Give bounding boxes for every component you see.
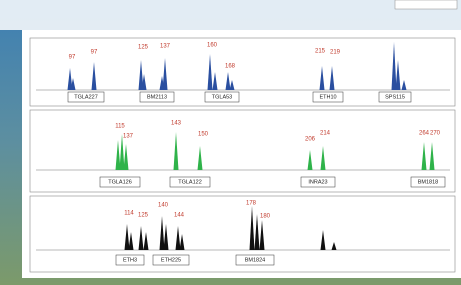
peak-label: 160 <box>207 43 218 49</box>
marker-label: ETH3 <box>123 257 137 263</box>
top-band <box>0 0 461 30</box>
peak-label: 137 <box>160 44 171 50</box>
peak-label: 178 <box>246 201 257 207</box>
peak-label: 180 <box>260 214 271 220</box>
marker-label: BM2113 <box>147 94 167 100</box>
marker-label: TGLA126 <box>108 179 132 185</box>
peak-label: 214 <box>320 131 331 137</box>
marker-label: TGLA122 <box>178 179 202 185</box>
marker-label: ETH10 <box>319 94 336 100</box>
marker-label: TGLA227 <box>74 94 98 100</box>
marker-label: BM1824 <box>245 257 266 263</box>
marker-label: INRA23 <box>308 179 327 185</box>
peak-label: 144 <box>174 213 185 219</box>
peak-label: 125 <box>138 213 149 219</box>
peak-label: 137 <box>123 134 134 140</box>
peak-label: 125 <box>138 45 149 51</box>
marker-label: SPS115 <box>385 94 405 100</box>
peak-label: 97 <box>91 50 98 56</box>
peak-label: 140 <box>158 203 169 209</box>
marker-label: ETH225 <box>161 257 181 263</box>
marker-label: BM1818 <box>418 179 439 185</box>
peak-label: 219 <box>330 50 341 56</box>
marker-label: TGLA53 <box>212 94 232 100</box>
peak-label: 206 <box>305 137 316 143</box>
peak-label: 143 <box>171 121 182 127</box>
panel-frame <box>30 110 455 192</box>
peak-label: 115 <box>115 124 125 130</box>
top-box <box>395 0 457 9</box>
peak-label: 97 <box>69 55 76 61</box>
peak-label: 114 <box>124 211 134 217</box>
screenshot: 97 97 125 137 160 168 215 219 TGLA227 BM2113 TGLA5… <box>0 0 461 285</box>
peak-label: 270 <box>430 131 441 137</box>
peak-label: 150 <box>198 132 209 138</box>
peak-label: 215 <box>315 49 326 55</box>
peak-label: 168 <box>225 64 236 70</box>
peak-label: 264 <box>419 131 430 137</box>
